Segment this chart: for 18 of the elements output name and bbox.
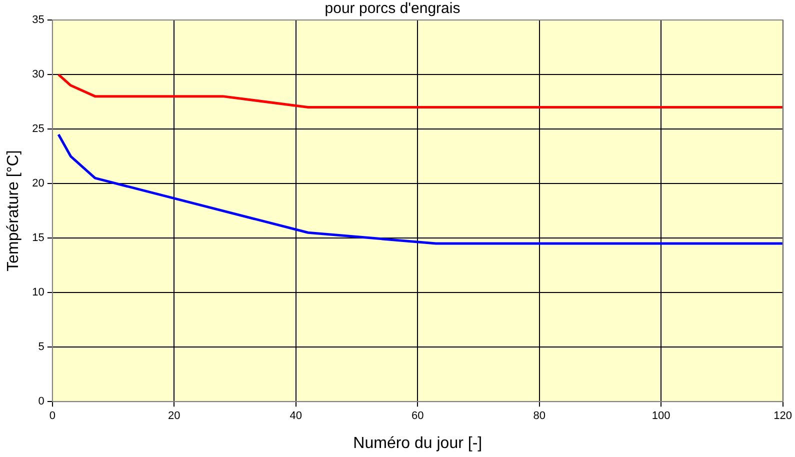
- x-tick-label: 0: [49, 410, 56, 422]
- x-tick-label: 100: [652, 410, 670, 422]
- y-tick-label: 20: [32, 178, 44, 190]
- chart-title: pour porcs d'engrais: [324, 0, 460, 18]
- x-tick-label: 40: [290, 410, 302, 422]
- x-tick-label: 20: [168, 410, 180, 422]
- x-tick-label: 60: [412, 410, 424, 422]
- y-tick-label: 30: [32, 68, 44, 81]
- y-tick-label: 15: [32, 232, 44, 244]
- x-tick-label: 120: [774, 410, 792, 422]
- x-axis-title: Numéro du jour [-]: [353, 434, 482, 452]
- y-tick-label: 10: [32, 286, 44, 299]
- x-tick-label: 80: [533, 410, 546, 422]
- y-tick-label: 35: [32, 14, 44, 26]
- y-axis-title: Température [°C]: [5, 150, 22, 272]
- y-tick-label: 5: [38, 341, 44, 354]
- y-tick-label: 0: [38, 396, 44, 408]
- y-tick-label: 25: [32, 123, 44, 136]
